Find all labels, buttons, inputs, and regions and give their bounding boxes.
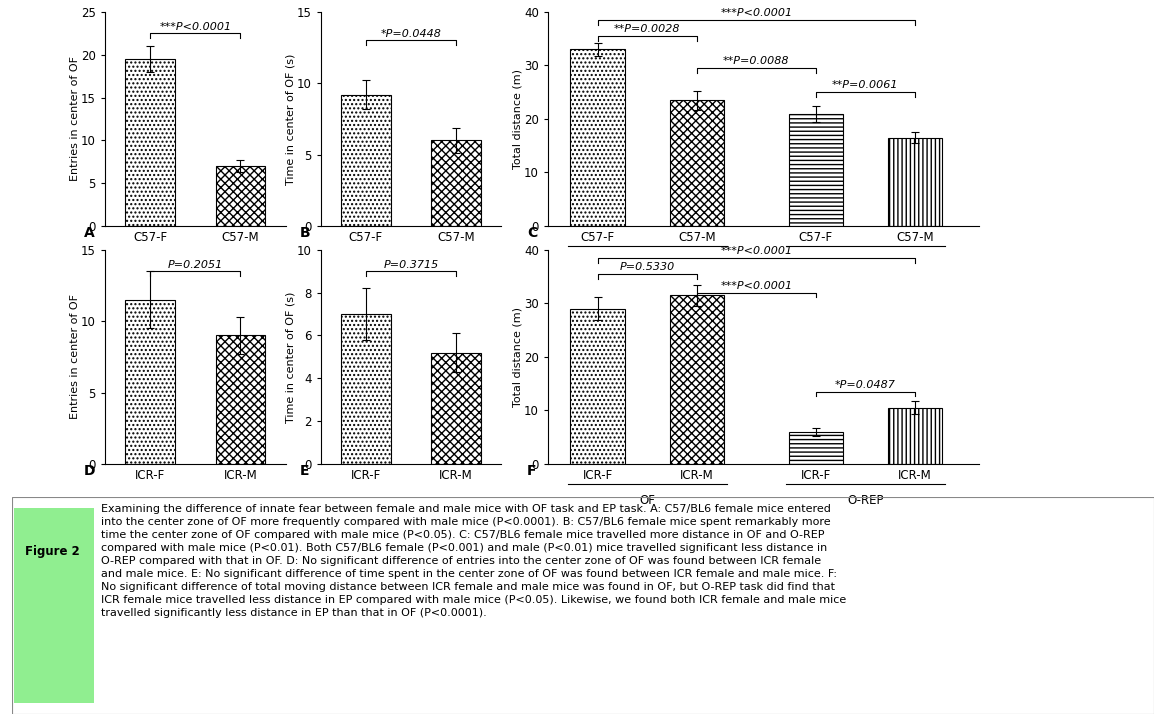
Text: C: C	[527, 226, 538, 240]
Text: ***P<0.0001: ***P<0.0001	[721, 8, 793, 18]
Bar	[431, 353, 482, 464]
Bar	[570, 49, 625, 226]
Text: *P=0.0487: *P=0.0487	[835, 380, 895, 390]
Bar	[14, 508, 94, 703]
Text: O-REP: O-REP	[848, 256, 884, 269]
Text: O-REP: O-REP	[848, 494, 884, 507]
Text: ***P<0.0001: ***P<0.0001	[160, 22, 231, 32]
Text: D: D	[84, 464, 96, 478]
Text: F: F	[527, 464, 536, 478]
Text: OF: OF	[639, 256, 655, 269]
Text: ***P<0.0001: ***P<0.0001	[721, 281, 793, 291]
Text: E: E	[300, 464, 309, 478]
Text: ***P<0.0001: ***P<0.0001	[721, 246, 793, 256]
Bar	[125, 59, 175, 226]
Text: A: A	[84, 226, 94, 240]
Bar	[216, 335, 266, 464]
Text: *P=0.0448: *P=0.0448	[380, 29, 442, 39]
Text: P=0.3715: P=0.3715	[384, 260, 438, 270]
Bar	[340, 94, 391, 226]
Text: **P=0.0028: **P=0.0028	[614, 25, 681, 35]
Text: Figure 2: Figure 2	[26, 545, 80, 558]
Y-axis label: Total distance (m): Total distance (m)	[513, 307, 522, 407]
Bar	[669, 296, 724, 464]
Bar	[788, 114, 843, 226]
Text: P=0.2051: P=0.2051	[168, 260, 223, 270]
Text: **P=0.0061: **P=0.0061	[833, 81, 899, 90]
Text: Examining the difference of innate fear between female and male mice with OF tas: Examining the difference of innate fear …	[100, 504, 847, 619]
Y-axis label: Entries in center of OF: Entries in center of OF	[70, 56, 79, 182]
Text: OF: OF	[639, 494, 655, 507]
Bar	[887, 408, 942, 464]
Text: P=0.5330: P=0.5330	[619, 262, 675, 273]
Y-axis label: Time in center of OF (s): Time in center of OF (s)	[286, 291, 295, 423]
Y-axis label: Total distance (m): Total distance (m)	[513, 69, 522, 169]
Bar	[570, 309, 625, 464]
Bar	[216, 166, 266, 226]
Y-axis label: Time in center of OF (s): Time in center of OF (s)	[286, 53, 295, 185]
Bar	[340, 314, 391, 464]
Bar	[125, 300, 175, 464]
Bar	[431, 141, 482, 226]
Text: B: B	[300, 226, 310, 240]
Bar	[669, 100, 724, 226]
Bar	[887, 138, 942, 226]
Bar	[788, 432, 843, 464]
Y-axis label: Entries in center of OF: Entries in center of OF	[70, 294, 79, 420]
Text: **P=0.0088: **P=0.0088	[723, 56, 789, 66]
